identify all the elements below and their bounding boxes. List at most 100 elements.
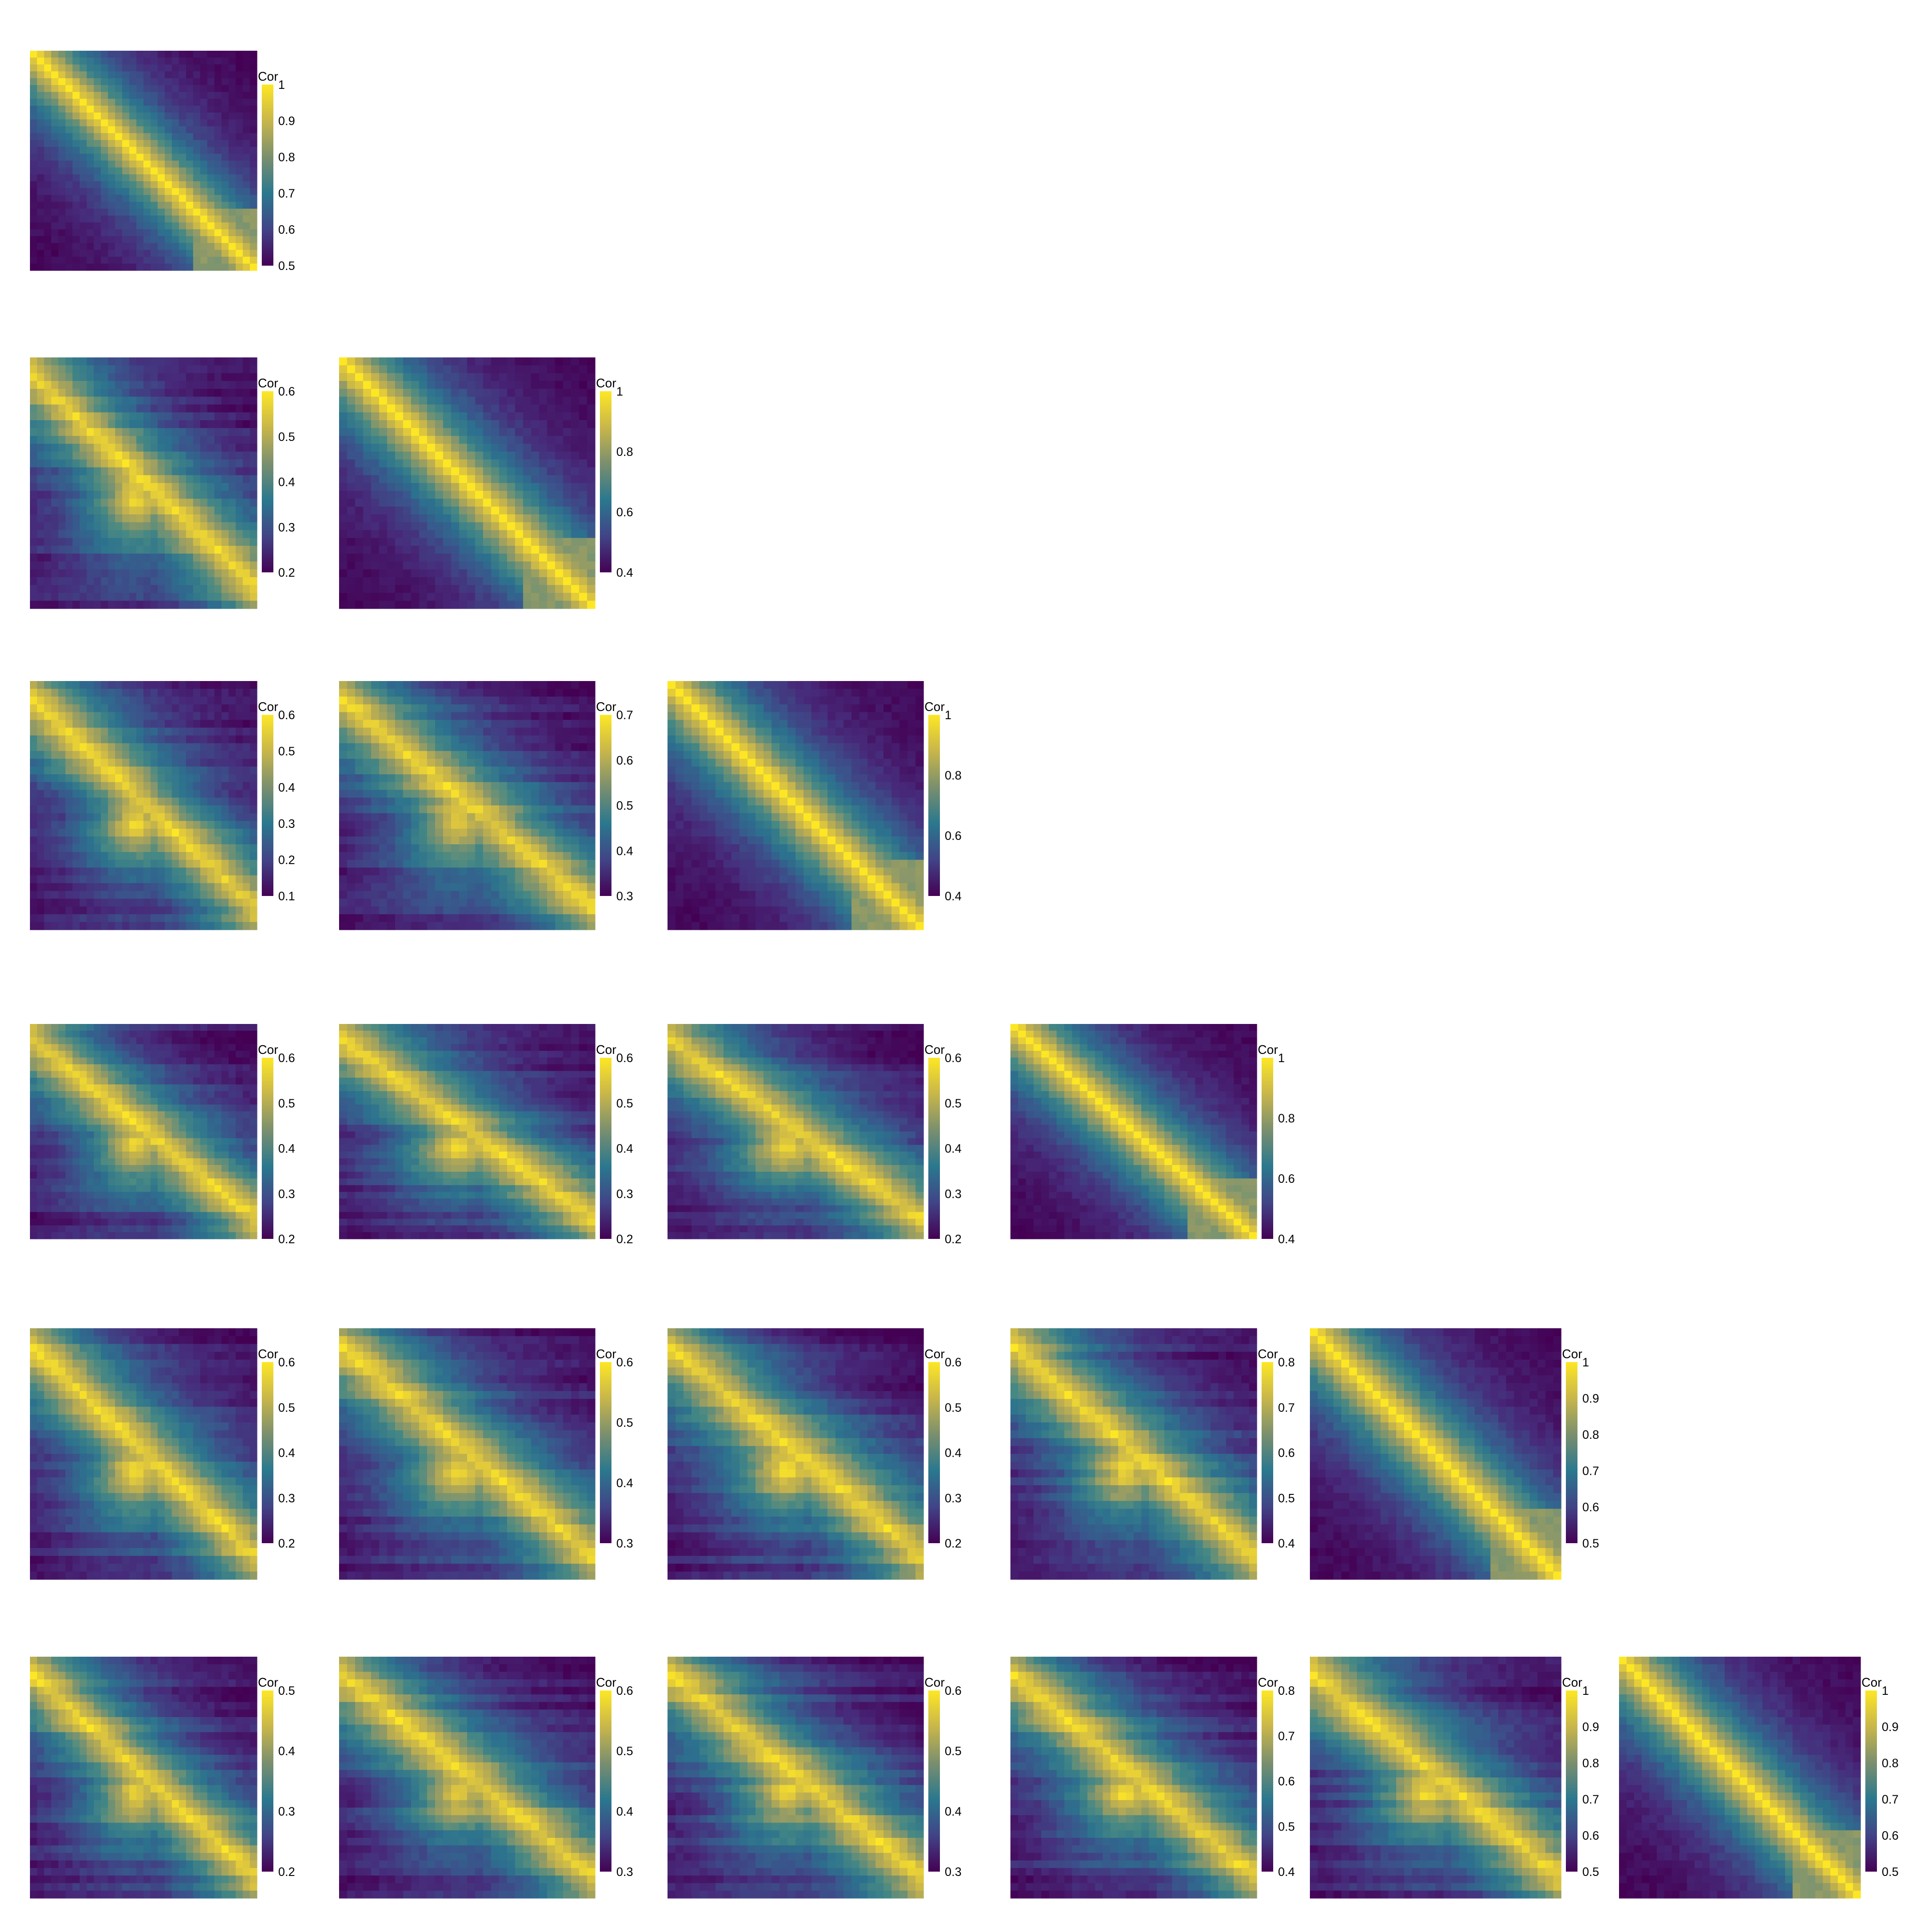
heatmap-cell: [228, 64, 236, 72]
heatmap-cell: [30, 119, 38, 127]
heatmap-cell: [363, 593, 371, 601]
heatmap-cell: [411, 569, 420, 578]
heatmap-cell: [228, 428, 236, 437]
heatmap-cell: [515, 790, 524, 798]
heatmap-cell: [379, 836, 387, 845]
heatmap-cell: [79, 222, 87, 230]
heatmap-cell: [44, 467, 52, 476]
heatmap-cell: [129, 365, 137, 374]
heatmap-cell: [563, 751, 571, 759]
heatmap-cell: [435, 546, 443, 554]
heatmap-cell: [499, 365, 508, 374]
heatmap-cell: [523, 751, 532, 759]
heatmap-cell: [157, 126, 165, 134]
heatmap-cell: [395, 696, 404, 705]
heatmap-cell: [411, 860, 420, 868]
heatmap-cell: [51, 767, 59, 775]
heatmap-cell: [395, 585, 404, 594]
heatmap-cell: [579, 530, 588, 539]
heatmap-cell: [207, 813, 215, 822]
heatmap-cell: [150, 236, 158, 243]
heatmap-cell: [214, 906, 222, 915]
heatmap-cell: [65, 743, 73, 752]
heatmap-cell: [242, 844, 250, 852]
heatmap-cell: [122, 215, 130, 223]
heatmap-cell: [507, 852, 515, 860]
heatmap-cell: [250, 420, 257, 428]
heatmap-cell: [221, 467, 229, 476]
heatmap-cell: [395, 767, 404, 775]
heatmap-cell: [387, 475, 396, 483]
heatmap-cell: [79, 883, 87, 892]
heatmap-cell: [467, 681, 476, 689]
heatmap-cell: [86, 774, 94, 782]
heatmap-cell: [94, 922, 101, 930]
heatmap-cell: [547, 420, 555, 428]
heatmap-cell: [79, 530, 87, 539]
heatmap-cell: [79, 459, 87, 468]
heatmap-cell: [65, 181, 73, 188]
heatmap-cell: [37, 491, 44, 499]
heatmap-cell: [571, 805, 580, 814]
heatmap-cell: [363, 712, 371, 721]
heatmap-cell: [94, 215, 101, 223]
heatmap-cell: [143, 593, 151, 601]
heatmap-cell: [435, 813, 443, 822]
heatmap-cell: [207, 112, 215, 120]
heatmap-cell: [150, 181, 158, 188]
heatmap-cell: [150, 160, 158, 168]
heatmap-cell: [242, 209, 250, 216]
heatmap-cell: [228, 57, 236, 65]
heatmap-cell: [379, 720, 387, 728]
heatmap-cell: [427, 475, 436, 483]
heatmap-cell: [555, 836, 564, 845]
heatmap-cell: [221, 209, 229, 216]
heatmap-cell: [37, 452, 44, 460]
heatmap-cell: [94, 696, 101, 705]
heatmap-cell: [150, 250, 158, 257]
heatmap-cell: [379, 767, 387, 775]
heatmap-cell: [563, 569, 571, 578]
heatmap-cell: [58, 256, 66, 264]
heatmap-cell: [171, 751, 180, 759]
heatmap-cell: [37, 727, 44, 736]
heatmap-cell: [419, 436, 427, 444]
heatmap-cell: [207, 181, 215, 188]
heatmap-cell: [379, 554, 387, 562]
heatmap-cell: [451, 790, 460, 798]
heatmap-cell: [79, 475, 87, 483]
heatmap-cell: [214, 357, 222, 366]
heatmap-cell: [571, 844, 580, 852]
heatmap-cell: [86, 188, 94, 196]
heatmap-cell: [86, 71, 94, 79]
heatmap-cell: [136, 593, 144, 601]
heatmap-cell: [531, 554, 540, 562]
heatmap-cell: [491, 538, 499, 546]
heatmap-cell: [539, 790, 548, 798]
heatmap-cell: [339, 522, 348, 531]
heatmap-cell: [214, 498, 222, 507]
heatmap-cell: [37, 735, 44, 744]
heatmap-cell: [129, 483, 137, 491]
heatmap-cell: [531, 443, 540, 452]
heatmap-cell: [37, 404, 44, 413]
heatmap-cell: [129, 530, 137, 539]
heatmap-cell: [242, 381, 250, 389]
heatmap-cell: [242, 112, 250, 120]
heatmap-cell: [571, 821, 580, 829]
heatmap-cell: [143, 140, 151, 147]
heatmap-cell: [207, 229, 215, 237]
heatmap-cell: [143, 600, 151, 609]
heatmap-cell: [483, 704, 492, 712]
heatmap-cell: [250, 498, 257, 507]
heatmap-cell: [221, 883, 229, 892]
heatmap-cell: [30, 522, 38, 531]
heatmap-cell: [37, 704, 44, 712]
heatmap-cell: [165, 126, 172, 134]
heatmap-cell: [563, 828, 571, 837]
heatmap-cell: [379, 546, 387, 554]
heatmap-cell: [115, 195, 123, 202]
heatmap-cell: [79, 538, 87, 546]
heatmap-cell: [186, 805, 194, 814]
heatmap-cell: [65, 844, 73, 852]
